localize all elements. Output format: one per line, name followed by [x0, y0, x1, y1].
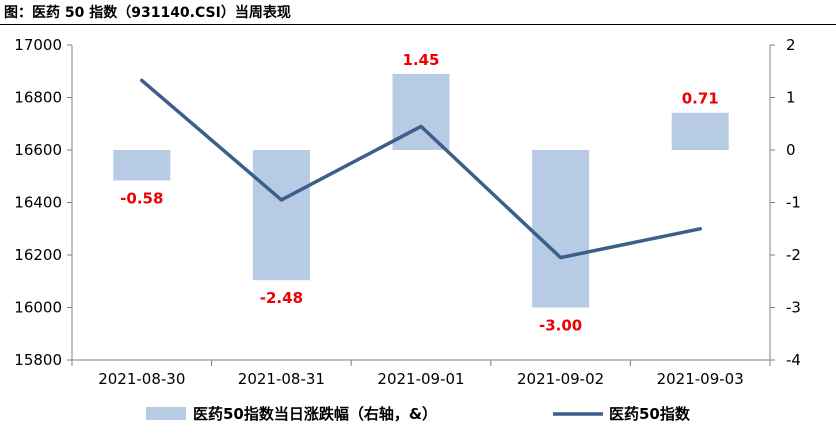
index-line	[140, 78, 702, 260]
right-tick-label: 0	[786, 141, 796, 159]
bar-2021-09-03	[671, 112, 729, 150]
left-tick-label: 17000	[14, 36, 62, 54]
legend: 医药50指数当日涨跌幅（右轴，&） 医药50指数	[146, 405, 691, 423]
right-tick-label: 2	[786, 36, 796, 54]
legend-bar-swatch	[146, 407, 186, 420]
right-tick-label: -3	[786, 299, 801, 317]
left-tick-label: 16800	[14, 89, 62, 107]
data-labels: -0.58 -2.48 1.45 -3.00 0.71	[120, 51, 719, 335]
bar-2021-09-02	[532, 150, 590, 308]
x-tick-label: 2021-09-03	[657, 370, 744, 388]
left-tick-label: 16200	[14, 246, 62, 264]
right-tick-label: -4	[786, 351, 801, 369]
right-tick-label: 1	[786, 89, 796, 107]
x-tick-label: 2021-09-01	[377, 370, 464, 388]
right-tick-label: -1	[786, 194, 801, 212]
data-label-2021-09-02: -3.00	[539, 317, 582, 335]
data-label-2021-09-01: 1.45	[402, 51, 439, 69]
data-label-2021-08-31: -2.48	[260, 289, 303, 307]
data-label-2021-08-30: -0.58	[120, 189, 163, 207]
data-label-2021-09-03: 0.71	[682, 90, 719, 108]
legend-line-label: 医药50指数	[609, 405, 691, 423]
bar-2021-08-31	[252, 150, 310, 281]
title-divider	[0, 24, 836, 25]
left-tick-label: 15800	[14, 351, 62, 369]
axes: 15800 16000 16200 16400 16600 16800 17000 -4 -3 -…	[14, 36, 801, 388]
left-tick-label: 16000	[14, 299, 62, 317]
left-tick-label: 16600	[14, 141, 62, 159]
x-tick-label: 2021-08-30	[98, 370, 185, 388]
bar-2021-08-30	[113, 150, 171, 181]
line-series	[140, 78, 702, 260]
legend-bar-label: 医药50指数当日涨跌幅（右轴，&）	[193, 405, 437, 423]
bar-series	[113, 73, 729, 308]
chart-title: 图：医药 50 指数（931140.CSI）当周表现	[4, 5, 291, 21]
x-tick-label: 2021-08-31	[238, 370, 325, 388]
x-tick-label: 2021-09-02	[517, 370, 604, 388]
right-tick-label: -2	[786, 246, 801, 264]
left-tick-label: 16400	[14, 194, 62, 212]
